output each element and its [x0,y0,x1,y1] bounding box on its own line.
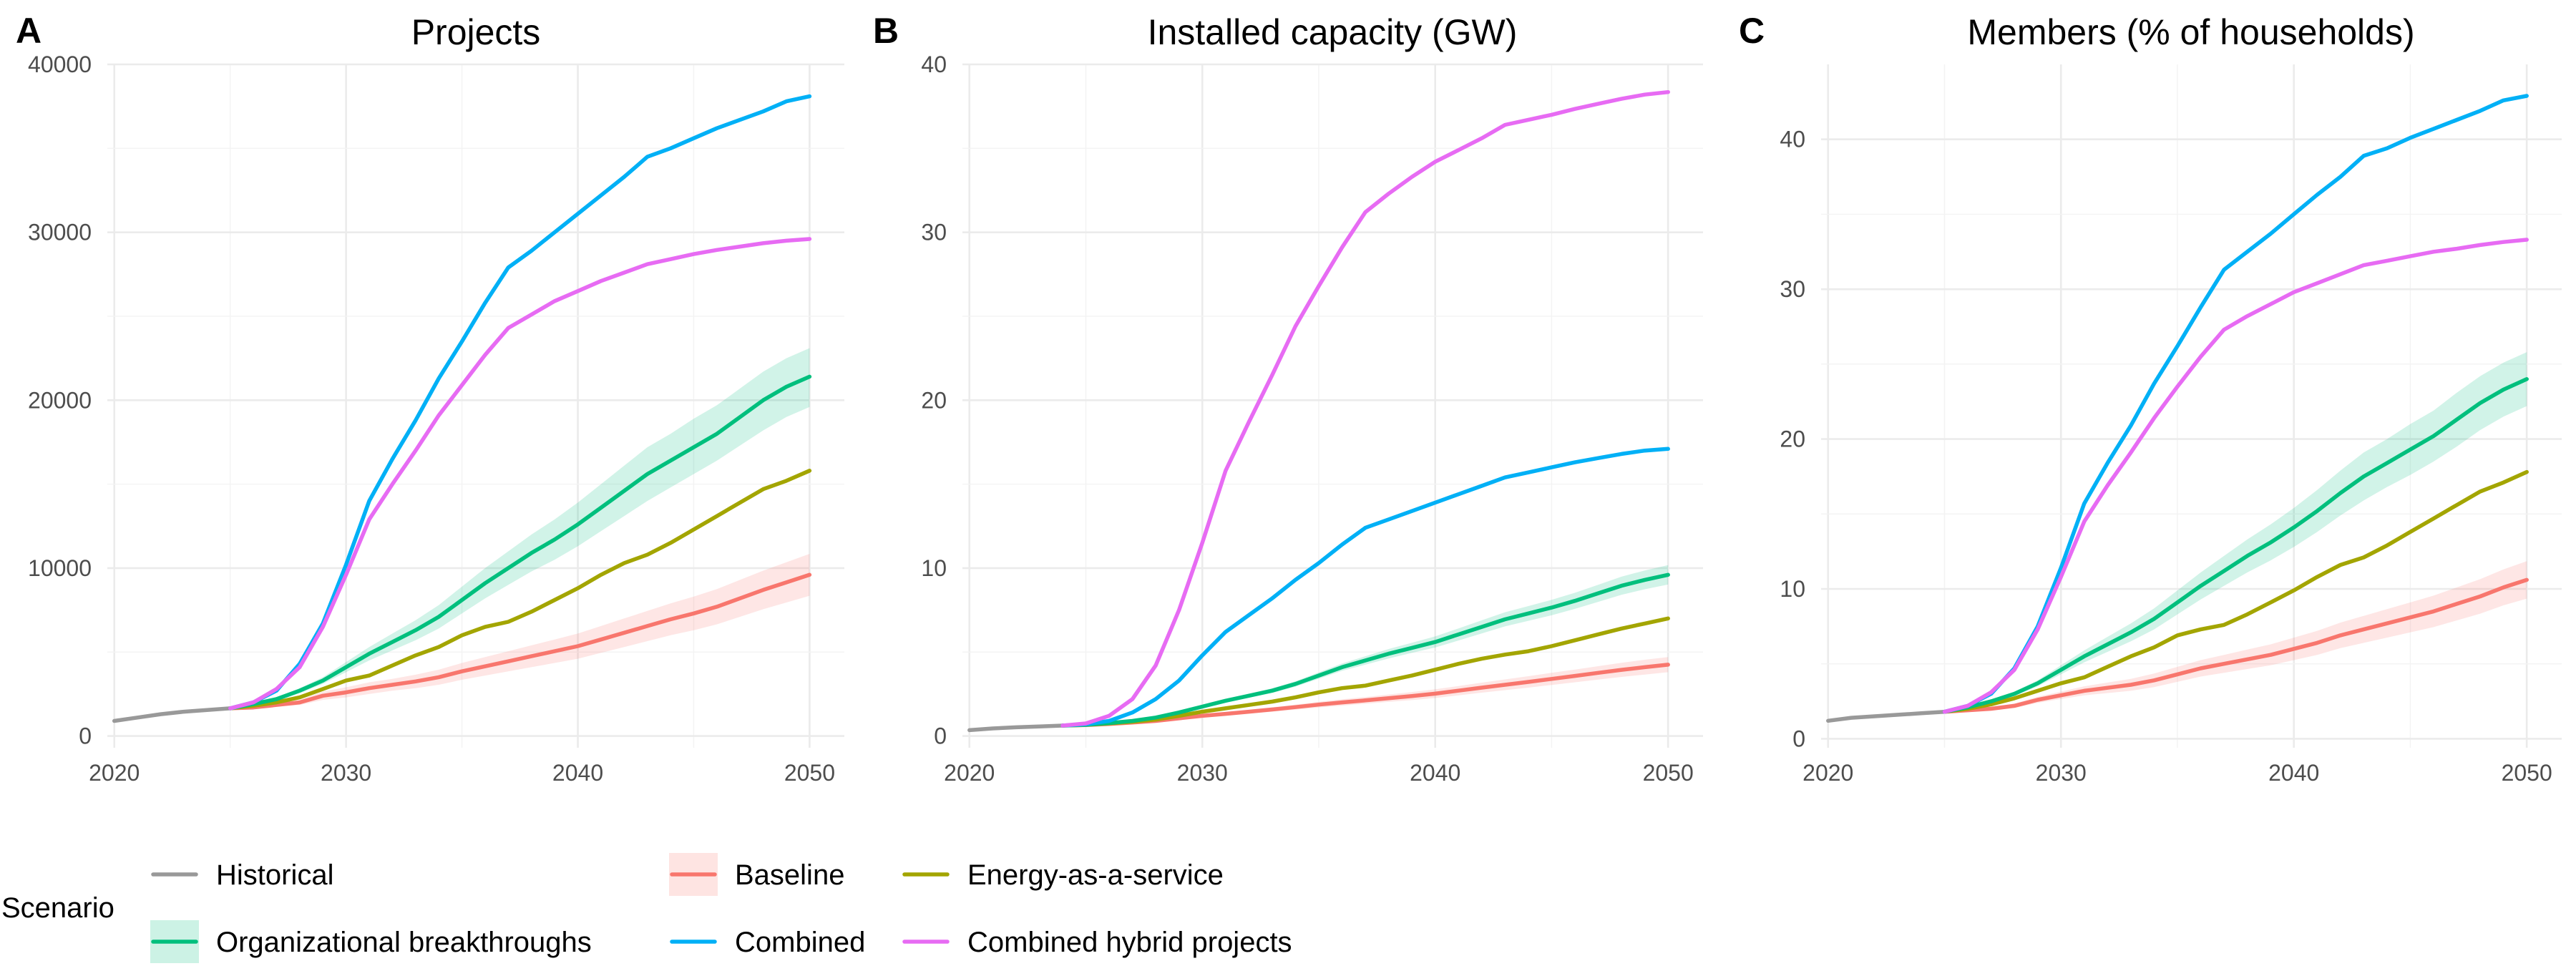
x-tick-label: 2020 [944,760,995,786]
gridlines [107,63,844,748]
legend-label: Baseline [735,859,844,891]
line-combined-hybrid-projects [1942,238,2529,714]
line-energy-as-a-service [228,469,812,711]
legend-title: Scenario [1,892,114,924]
y-tick-label: 40 [1780,127,1805,152]
x-tick-label: 2050 [784,760,835,786]
y-tick-label: 10 [921,555,947,581]
line-combined [1060,447,1670,728]
legend-item-energy-as-a-service: Energy-as-a-service [902,859,1224,891]
legend-label: Combined hybrid projects [967,927,1292,958]
legend: Scenario Historical Organizational breakt… [1,853,1292,963]
y-tick-label: 20 [921,387,947,413]
gridlines [1821,64,2562,748]
y-tick-label: 10 [1780,576,1805,602]
y-tick-label: 30 [1780,276,1805,302]
y-tick-label: 20 [1780,426,1805,452]
y-tick-label: 30000 [28,220,92,245]
line-organizational-breakthroughs [1060,572,1670,728]
x-tick-label: 2030 [2036,760,2087,786]
panel-letter: A [16,11,42,51]
legend-item-historical: Historical [151,859,333,891]
x-tick-label: 2040 [552,760,603,786]
y-tick-label: 10000 [28,555,92,581]
y-tick-label: 30 [921,220,947,245]
line-baseline [228,572,812,711]
x-tick-label: 2020 [1802,760,1853,786]
panel-letter: B [873,11,899,51]
panel-c: C Members (% of households)2020 2030 2040 20… [1739,11,2562,786]
y-tick-label: 20000 [28,387,92,413]
y-tick-label: 0 [1792,726,1805,751]
x-tick-label: 2050 [2502,760,2552,786]
panel-title: Projects [411,12,541,52]
legend-label: Historical [216,859,333,891]
legend-label: Combined [735,927,865,958]
line-combined-hybrid-projects [228,237,812,711]
line-historical [1826,709,1947,723]
y-tick-label: 0 [79,723,92,749]
line-historical [967,723,1065,733]
x-tick-label: 2040 [1410,760,1460,786]
line-organizational-breakthroughs [1942,377,2529,714]
line-historical [112,706,233,723]
y-tick-label: 40 [921,52,947,77]
x-tick-label: 2050 [1643,760,1694,786]
legend-item-organizational-breakthroughs: Organizational breakthroughs [150,920,592,963]
legend-label: Energy-as-a-service [967,859,1224,891]
legend-item-combined: Combined [670,927,865,958]
y-tick-label: 40000 [28,52,92,77]
legend-item-combined-hybrid-projects: Combined hybrid projects [902,927,1292,958]
line-energy-as-a-service [1942,469,2529,714]
line-energy-as-a-service [1060,616,1670,728]
panel-letter: C [1739,11,1765,51]
line-baseline [1942,577,2529,714]
band-organizational-breakthroughs [230,348,810,708]
legend-item-baseline: Baseline [669,853,844,896]
x-tick-label: 2040 [2268,760,2319,786]
legend-items: Historical Organizational breakthroughs Ba… [150,853,1292,963]
line-organizational-breakthroughs [228,374,812,711]
x-tick-label: 2020 [89,760,140,786]
line-combined-hybrid-projects [1060,89,1670,728]
x-tick-label: 2030 [321,760,371,786]
gridlines [962,63,1703,748]
band-organizational-breakthroughs [1944,352,2527,712]
panel-b: B Installed capacity (GW)2020 2030 2040 2050… [873,11,1703,786]
y-tick-label: 0 [934,723,947,749]
panel-a: A Projects 2020 2030 2040 2050 0 10000 20000 3000… [16,11,844,786]
legend-label: Organizational breakthroughs [216,927,592,958]
x-tick-label: 2030 [1177,760,1228,786]
panel-title: Installed capacity (GW) [1148,12,1518,52]
panel-title: Members (% of households) [1967,12,2414,52]
